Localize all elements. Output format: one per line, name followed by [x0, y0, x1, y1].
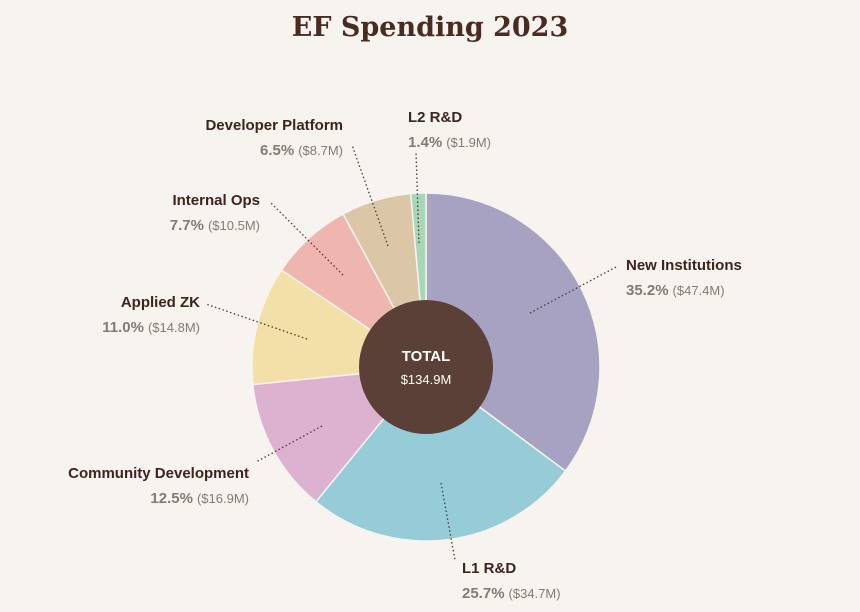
- slice-amount-l1-rd: ($34.7M): [509, 586, 561, 601]
- slice-percent-internal-ops: 7.7%: [170, 217, 204, 234]
- slice-label-l1-rd: L1 R&D: [462, 560, 516, 577]
- leader-line-community-development: [255, 425, 323, 463]
- slice-label-l2-rd: L2 R&D: [408, 109, 462, 126]
- slice-amount-community-development: ($16.9M): [197, 491, 249, 506]
- slice-value-applied-zk: 11.0% ($14.8M): [102, 319, 200, 336]
- total-circle: [359, 300, 493, 434]
- slice-amount-internal-ops: ($10.5M): [208, 218, 260, 233]
- chart-title: EF Spending 2023: [292, 12, 569, 43]
- slice-value-community-development: 12.5% ($16.9M): [150, 490, 249, 507]
- total-value: $134.9M: [401, 372, 452, 387]
- slice-amount-developer-platform: ($8.7M): [298, 143, 343, 158]
- slice-percent-l2-rd: 1.4%: [408, 134, 442, 151]
- slice-value-internal-ops: 7.7% ($10.5M): [170, 217, 260, 234]
- leader-lines: [205, 144, 619, 561]
- slice-percent-community-development: 12.5%: [150, 490, 193, 507]
- leader-line-developer-platform: [351, 144, 389, 247]
- slice-label-developer-platform: Developer Platform: [205, 117, 343, 134]
- slice-percent-l1-rd: 25.7%: [462, 585, 505, 602]
- slice-labels: New Institutions 35.2% ($47.4M) L1 R&D 25.7%…: [68, 109, 742, 602]
- slice-percent-developer-platform: 6.5%: [260, 142, 294, 159]
- slice-label-applied-zk: Applied ZK: [121, 294, 200, 311]
- pie-slice-l1-rd: [314, 365, 567, 542]
- slice-label-new-institutions: New Institutions: [626, 257, 742, 274]
- total-center: TOTAL $134.9M: [359, 300, 493, 434]
- slice-value-l1-rd: 25.7% ($34.7M): [462, 585, 561, 602]
- slice-percent-new-institutions: 35.2%: [626, 282, 669, 299]
- slice-amount-applied-zk: ($14.8M): [148, 320, 200, 335]
- pie-slice-new-institutions: [425, 192, 601, 473]
- slice-label-community-development: Community Development: [68, 465, 249, 482]
- slice-value-l2-rd: 1.4% ($1.9M): [408, 134, 491, 151]
- leader-line-new-institutions: [529, 265, 619, 314]
- leader-line-l1-rd: [440, 482, 456, 561]
- slice-label-internal-ops: Internal Ops: [172, 192, 260, 209]
- total-label: TOTAL: [402, 348, 451, 365]
- slice-value-new-institutions: 35.2% ($47.4M): [626, 282, 725, 299]
- slice-amount-l2-rd: ($1.9M): [446, 135, 491, 150]
- slice-percent-applied-zk: 11.0%: [102, 319, 144, 336]
- leader-line-internal-ops: [269, 201, 344, 276]
- leader-line-applied-zk: [205, 303, 308, 340]
- slice-amount-new-institutions: ($47.4M): [673, 283, 725, 298]
- slice-value-developer-platform: 6.5% ($8.7M): [260, 142, 343, 159]
